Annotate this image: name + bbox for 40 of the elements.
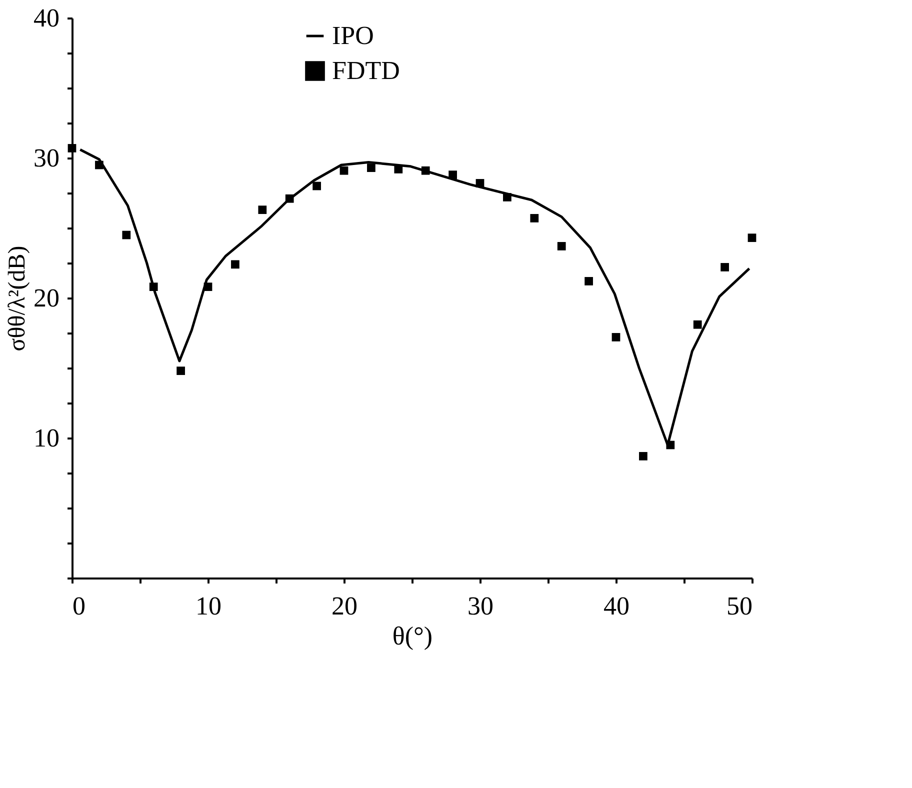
point [312,182,321,190]
point [149,282,158,291]
point [68,144,76,152]
legend-label: FDTD [332,56,400,85]
y-tick-label: 30 [34,144,60,172]
x-tick-label: 0 [72,592,86,620]
point [476,179,484,188]
point [584,277,593,286]
point [612,333,620,342]
point [95,160,104,170]
point [258,206,267,214]
point [367,164,376,172]
point [285,194,294,203]
y-tick-label: 40 [34,4,60,32]
point [503,193,512,202]
point [720,263,729,272]
point [666,440,675,450]
point [557,242,566,250]
x-tick-label: 10 [196,592,222,620]
x-axis-title: θ(°) [392,622,433,650]
point [421,166,430,175]
y-tick-label: 10 [34,424,60,452]
point [748,234,756,242]
point [340,166,348,175]
point [122,230,131,240]
y-axis-title: σθθ/λ²(dB) [4,246,30,352]
x-tick-label: 30 [468,592,494,620]
x-tick-label: 40 [604,592,630,620]
x-tick-label: 50 [726,592,752,620]
point [530,214,539,222]
point [639,452,648,460]
point [176,366,185,375]
point [204,282,212,291]
point [231,260,240,269]
point [394,165,403,174]
legend-label: IPO [332,21,374,50]
x-tick-label: 20 [332,592,358,620]
point [693,320,702,329]
point [448,170,457,179]
y-tick-label: 20 [34,284,60,312]
